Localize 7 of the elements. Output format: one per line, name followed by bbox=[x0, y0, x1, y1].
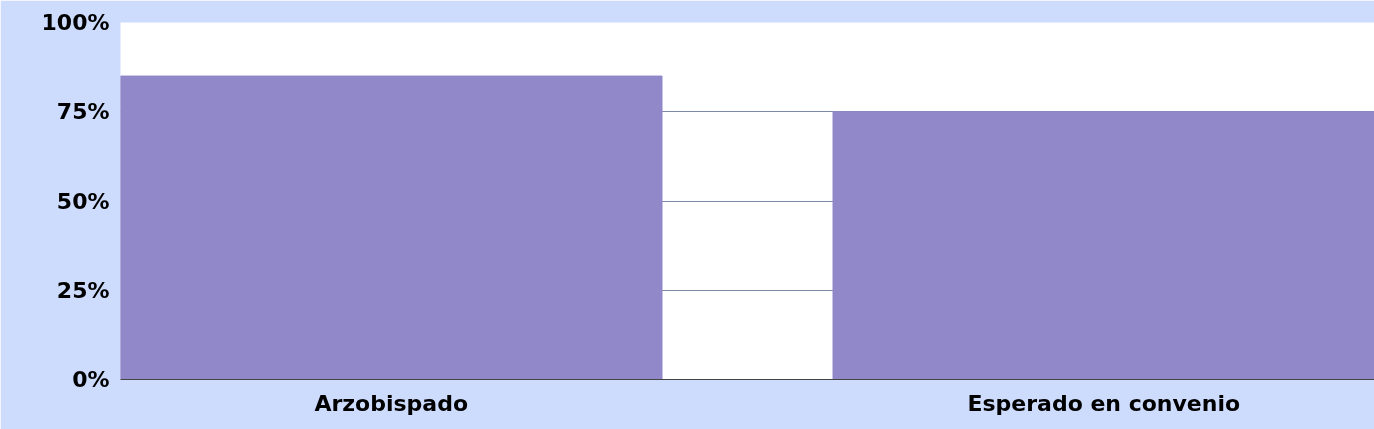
y-tick-label: 75% bbox=[56, 99, 110, 125]
x-tick-label: Arzobispado bbox=[314, 390, 469, 416]
y-tick-label: 0% bbox=[72, 367, 110, 392]
y-tick-label: 50% bbox=[56, 188, 110, 214]
y-tick-label: 25% bbox=[56, 277, 110, 303]
x-tick-label: Esperado en convenio bbox=[967, 390, 1241, 416]
y-tick-label: 100% bbox=[41, 10, 110, 35]
